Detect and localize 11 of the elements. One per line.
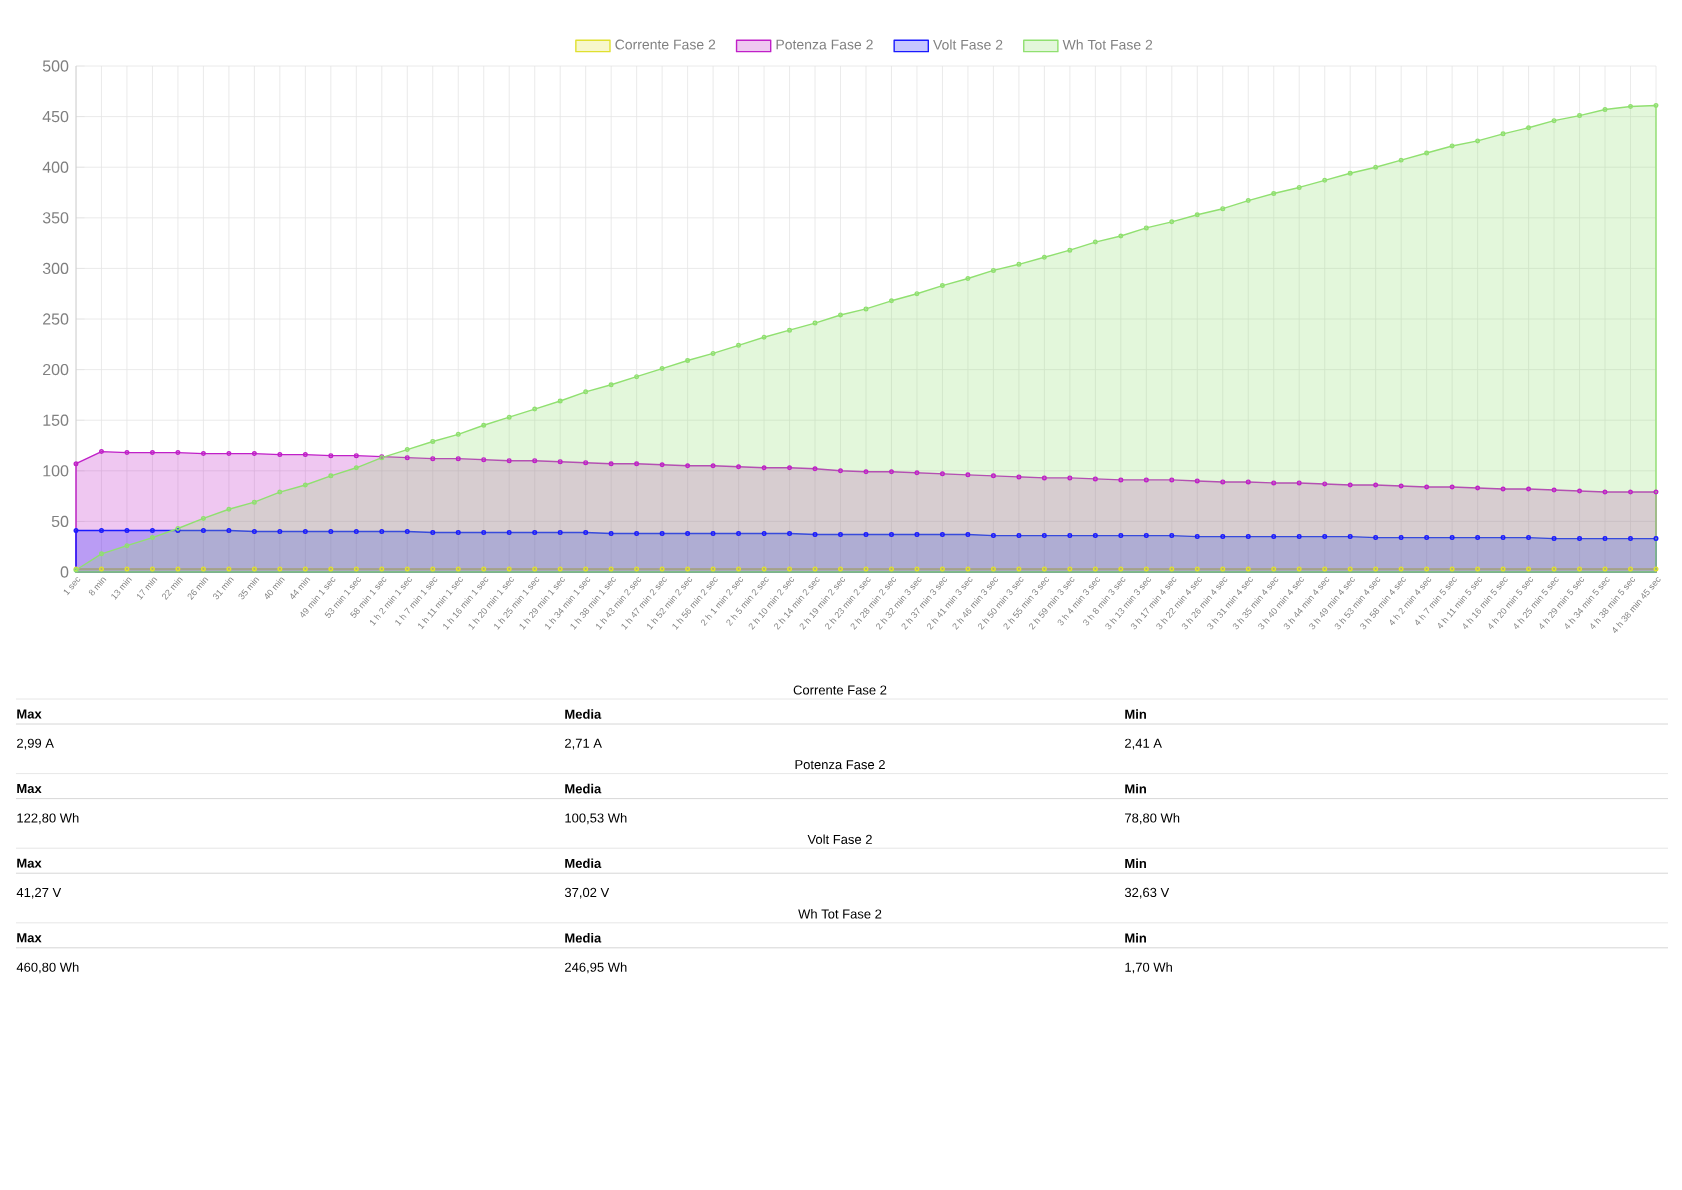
y-tick-label: 300 <box>42 262 69 275</box>
y-tick-label: 0 <box>60 566 69 578</box>
y-tick-label: 500 <box>42 60 69 72</box>
y-tick-label: 250 <box>43 313 69 325</box>
y-tick-label: 100 <box>43 465 69 477</box>
y-tick-label: 200 <box>43 363 69 376</box>
y-tick-label: 350 <box>42 212 69 224</box>
y-tick-label: 150 <box>43 414 69 426</box>
y-tick-label: 400 <box>42 161 69 173</box>
y-tick-label: 50 <box>51 515 69 528</box>
y-tick-label: 450 <box>42 110 69 123</box>
